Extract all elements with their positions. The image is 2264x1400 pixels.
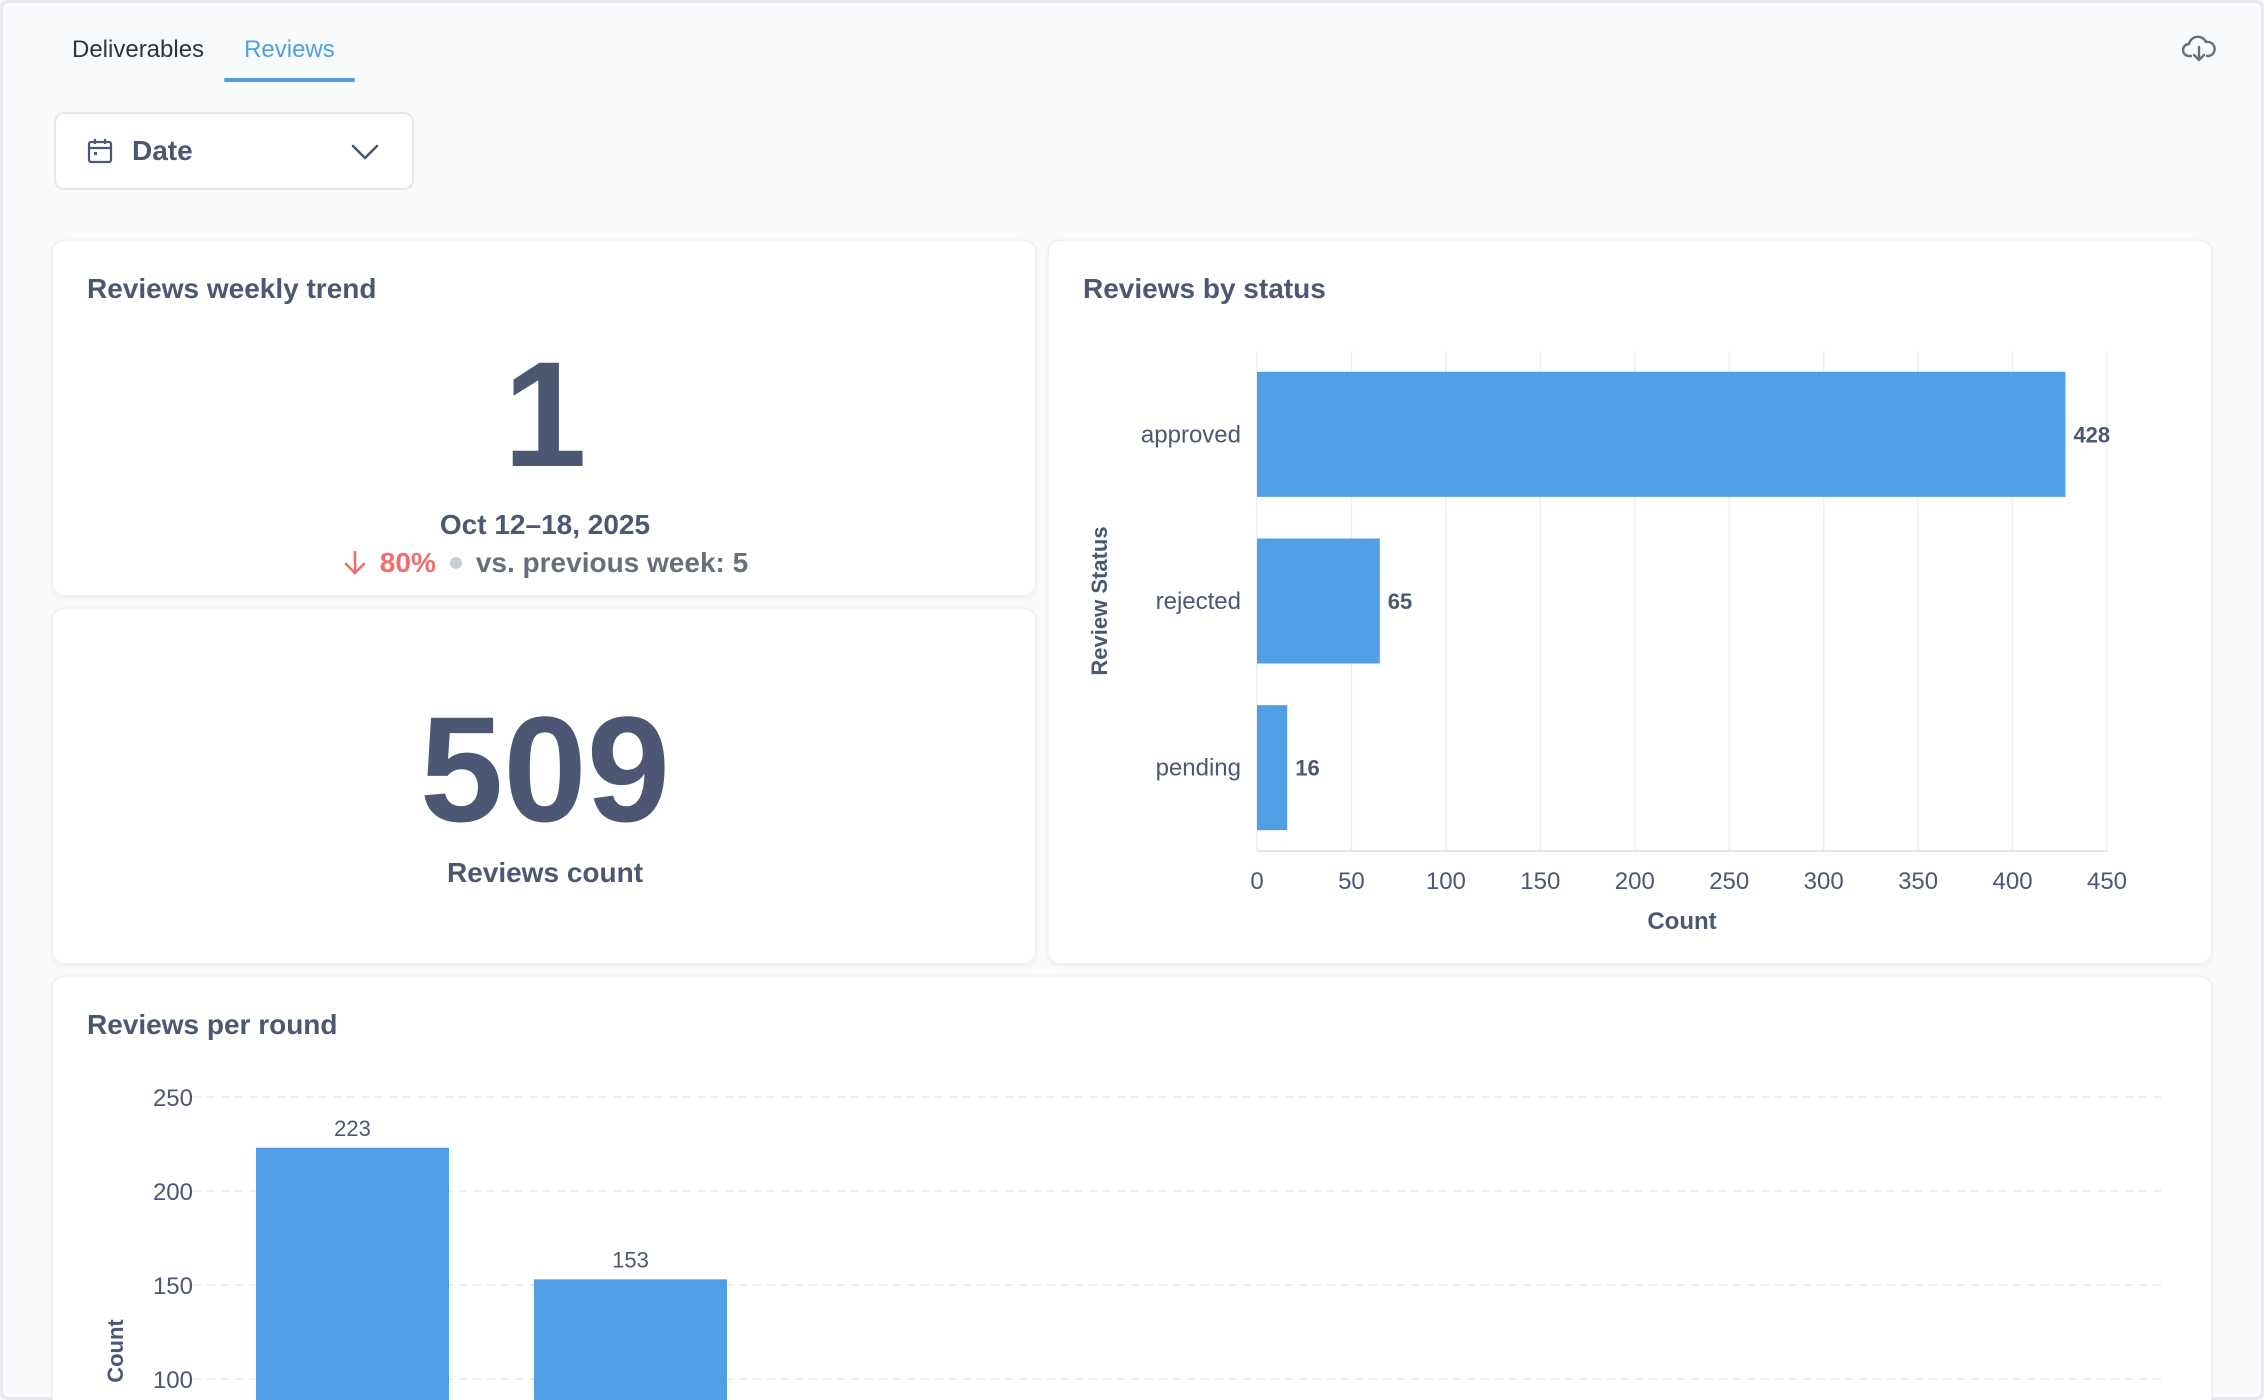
cloud-download-icon[interactable] — [2181, 34, 2216, 64]
bar-rejected — [1257, 538, 1380, 664]
data-label: 223 — [334, 1116, 371, 1141]
data-label: 16 — [1295, 756, 1319, 781]
x-tick-label: 450 — [2087, 868, 2127, 895]
trend-value: 1 — [503, 330, 587, 498]
bar-round-2 — [534, 1279, 727, 1400]
x-tick-label: 150 — [1520, 868, 1560, 895]
x-tick-label: 250 — [1709, 868, 1749, 895]
tab-deliverables[interactable]: Deliverables — [72, 36, 205, 63]
x-tick-label: 200 — [1615, 868, 1655, 895]
reviews-count-card: 509 Reviews count — [52, 608, 1036, 964]
card-title: Reviews by status — [1083, 273, 1326, 304]
arrow-down-icon — [342, 549, 368, 577]
y-tick-label: 200 — [153, 1179, 193, 1206]
data-label: 65 — [1388, 589, 1412, 614]
status-bar-chart: 0 50 100 150 200 250 300 350 400 450 approved 428 re… — [1087, 351, 2127, 935]
trend-period: Oct 12–18, 2025 — [439, 509, 651, 540]
count-label: Reviews count — [446, 857, 644, 888]
x-tick-label: 0 — [1250, 868, 1263, 895]
trend-change-percent: 80% — [379, 547, 436, 578]
chevron-down-icon — [350, 140, 380, 164]
x-tick-label: 400 — [1993, 868, 2033, 895]
trend-comparison: 80% vs. previous week: 5 — [53, 547, 1037, 579]
data-label: 153 — [612, 1247, 649, 1272]
y-axis-title: Count — [103, 1319, 128, 1383]
reviews-per-round-card: Reviews per round 250 200 150 100 223 153 Coun… — [52, 976, 2212, 1400]
x-tick-label: 100 — [1426, 868, 1466, 895]
round-bar-chart: 250 200 150 100 223 153 Count — [103, 1085, 2163, 1400]
category-label: rejected — [1156, 588, 1241, 615]
y-tick-label: 150 — [153, 1273, 193, 1300]
separator-dot — [449, 557, 462, 569]
category-label: approved — [1141, 421, 1241, 448]
x-tick-label: 300 — [1804, 868, 1844, 895]
tab-bar: Deliverables Reviews — [52, 26, 355, 82]
trend-previous: vs. previous week: 5 — [475, 547, 749, 578]
count-value: 509 — [419, 685, 671, 853]
bar-approved — [1257, 371, 2066, 497]
x-tick-label: 350 — [1898, 868, 1938, 895]
y-tick-label: 100 — [153, 1367, 193, 1394]
date-filter-label: Date — [132, 135, 193, 166]
bar-pending — [1257, 705, 1288, 831]
category-label: pending — [1156, 755, 1241, 782]
data-label: 428 — [2073, 422, 2110, 447]
calendar-icon — [86, 137, 114, 165]
weekly-trend-card: Reviews weekly trend 1 Oct 12–18, 2025 8… — [52, 240, 1036, 596]
card-title: Reviews weekly trend — [87, 273, 377, 304]
tab-reviews[interactable]: Reviews — [224, 26, 355, 82]
bar-round-1 — [256, 1147, 449, 1400]
x-tick-label: 50 — [1338, 868, 1365, 895]
reviews-by-status-card: Reviews by status 0 50 100 150 200 250 300 350 4… — [1048, 240, 2212, 964]
y-tick-label: 250 — [153, 1085, 193, 1112]
y-axis-title: Review Status — [1087, 526, 1112, 675]
card-title: Reviews per round — [87, 1009, 338, 1040]
x-axis-title: Count — [1647, 908, 1716, 935]
date-filter[interactable]: Date — [54, 112, 414, 190]
